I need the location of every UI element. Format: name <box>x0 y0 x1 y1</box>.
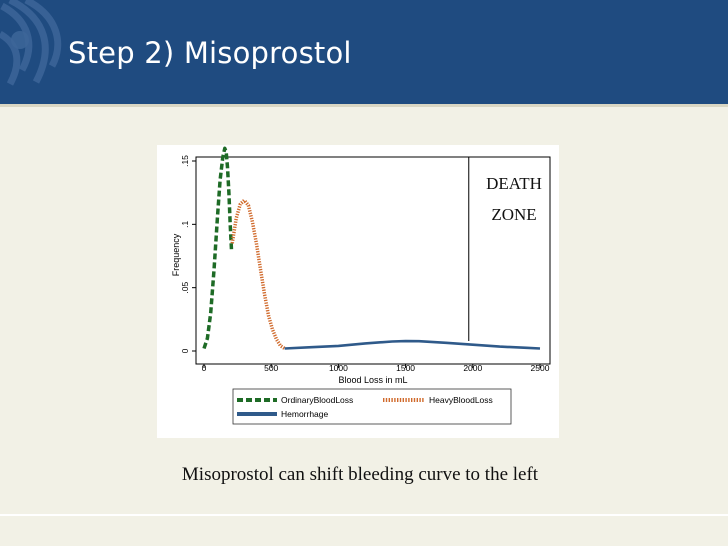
chart-container: 0 500 1000 1500 2000 2500 0 .05 .1 .15 Blood Los… <box>157 145 559 438</box>
series-hemorrhage <box>284 339 541 350</box>
x-tick-group: 0 500 1000 1500 2000 2500 <box>202 363 550 373</box>
x-axis-label: Blood Loss in mL <box>338 375 407 385</box>
death-zone-label-line-2: ZONE <box>491 205 536 224</box>
y-tick-label: .1 <box>180 221 190 228</box>
blood-loss-chart: 0 500 1000 1500 2000 2500 0 .05 .1 .15 Blood Los… <box>171 146 551 425</box>
legend-label-heavy: HeavyBloodLoss <box>429 395 493 405</box>
y-tick-group: 0 .05 .1 .15 <box>180 155 196 353</box>
slide-title: Step 2) Misoprostol <box>68 36 352 70</box>
plot-area <box>195 156 551 365</box>
legend-label-ordinary: OrdinaryBloodLoss <box>281 395 353 405</box>
header-divider <box>0 104 728 107</box>
x-tick-label: 0 <box>202 363 207 373</box>
logo-swoosh-icon <box>0 0 62 86</box>
x-tick-label: 500 <box>264 363 278 373</box>
title-banner: Step 2) Misoprostol <box>0 0 728 104</box>
death-zone-label-line-1: DEATH <box>486 174 542 193</box>
series-ordinary-blood-loss <box>202 146 234 350</box>
series-heavy-blood-loss <box>230 198 286 350</box>
y-tick-label: .05 <box>180 281 190 293</box>
x-tick-label: 2000 <box>463 363 482 373</box>
legend: OrdinaryBloodLoss HeavyBloodLoss Hemorrh… <box>232 388 512 425</box>
y-tick-label: .15 <box>180 155 190 167</box>
y-axis-label: Frequency <box>171 233 181 276</box>
y-tick-label: 0 <box>180 348 190 353</box>
x-tick-label: 1500 <box>396 363 415 373</box>
legend-label-hemorrhage: Hemorrhage <box>281 409 329 419</box>
series-layer <box>202 146 541 350</box>
x-tick-label: 1000 <box>329 363 348 373</box>
x-tick-label: 2500 <box>531 363 550 373</box>
slide-caption: Misoprostol can shift bleeding curve to … <box>181 464 539 485</box>
legend-box <box>232 388 512 425</box>
footer-divider <box>0 514 728 516</box>
